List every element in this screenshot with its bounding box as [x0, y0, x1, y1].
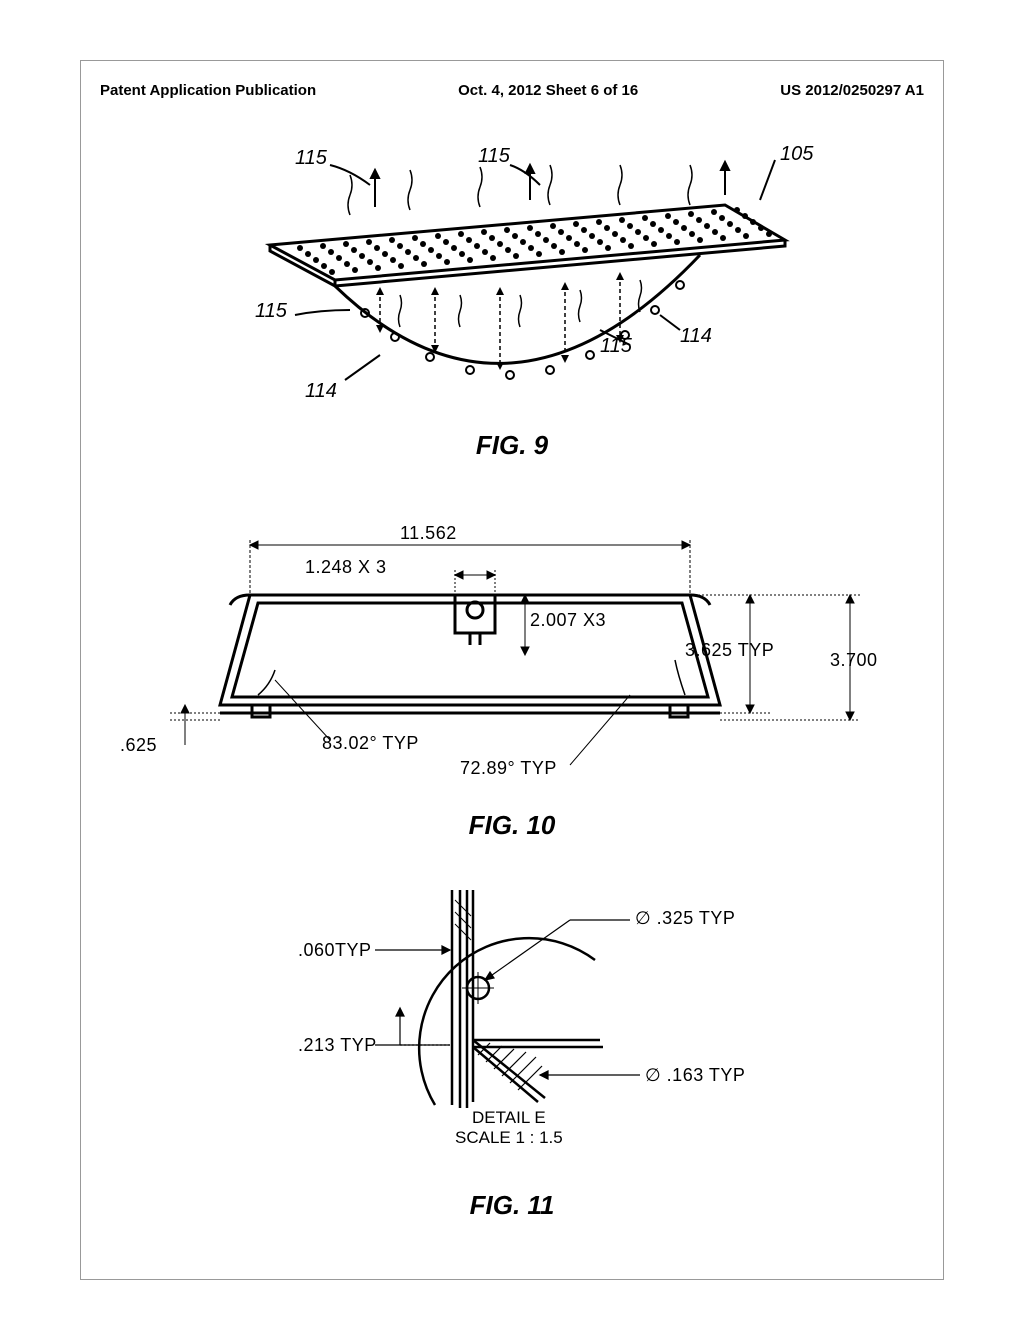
- dim-dia325: ∅ .325 TYP: [635, 908, 735, 929]
- dim-060: .060TYP: [298, 940, 372, 961]
- dim-dia163: ∅ .163 TYP: [645, 1065, 745, 1086]
- header-center: Oct. 4, 2012 Sheet 6 of 16: [458, 82, 638, 99]
- header: Patent Application Publication Oct. 4, 2…: [100, 82, 924, 99]
- figure-10: 11.562 1.248 X 3 2.007 X3 3.625 TYP 3.70…: [130, 495, 890, 795]
- fig10-label: FIG. 10: [0, 810, 1024, 841]
- ref-115-d: 115: [600, 335, 632, 358]
- dim-2007: 2.007 X3: [530, 610, 606, 631]
- ref-115-a: 115: [295, 147, 327, 170]
- fig9-svg: [200, 145, 820, 445]
- ref-115-c: 115: [255, 300, 287, 323]
- dim-angle2: 72.89° TYP: [460, 758, 557, 779]
- dim-1248: 1.248 X 3: [305, 557, 387, 578]
- dim-angle1: 83.02° TYP: [322, 733, 419, 754]
- dim-3700: 3.700: [830, 650, 878, 671]
- header-left: Patent Application Publication: [100, 82, 316, 99]
- dim-3625: 3.625 TYP: [685, 640, 774, 661]
- ref-105: 105: [780, 143, 813, 166]
- figure-9: 115 115 105 115 115 114 114: [200, 145, 820, 445]
- detail-scale: SCALE 1 : 1.5: [455, 1128, 563, 1148]
- ref-114-a: 114: [305, 380, 337, 403]
- fig11-label: FIG. 11: [0, 1190, 1024, 1221]
- ref-114-b: 114: [680, 325, 712, 348]
- detail-title: DETAIL E: [455, 1108, 563, 1128]
- fig9-label: FIG. 9: [0, 430, 1024, 461]
- dim-11562: 11.562: [400, 523, 457, 544]
- ref-115-b: 115: [478, 145, 510, 168]
- header-right: US 2012/0250297 A1: [780, 82, 924, 99]
- dim-213: .213 TYP: [298, 1035, 377, 1056]
- fig10-svg: [130, 495, 890, 795]
- dim-625: .625: [120, 735, 157, 756]
- figure-11: ∅ .325 TYP ∅ .163 TYP .060TYP .213 TYP D…: [260, 880, 780, 1170]
